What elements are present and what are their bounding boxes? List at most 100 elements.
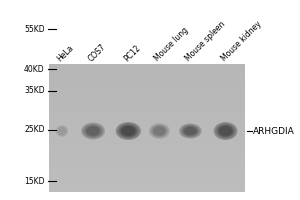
Bar bbox=[49, 86, 245, 88]
Bar bbox=[49, 122, 245, 123]
Bar bbox=[49, 166, 245, 168]
Bar bbox=[49, 99, 245, 101]
Ellipse shape bbox=[121, 126, 135, 136]
Bar bbox=[49, 170, 245, 171]
Bar bbox=[49, 126, 245, 128]
Bar bbox=[49, 157, 245, 158]
Ellipse shape bbox=[151, 124, 168, 138]
Bar bbox=[49, 123, 245, 125]
Text: PC12: PC12 bbox=[122, 43, 142, 63]
Text: 35KD: 35KD bbox=[24, 86, 45, 95]
Bar bbox=[49, 104, 245, 106]
Bar bbox=[49, 70, 245, 72]
Bar bbox=[49, 150, 245, 152]
Bar bbox=[49, 101, 245, 102]
Bar bbox=[49, 160, 245, 162]
Bar bbox=[49, 136, 245, 138]
Bar bbox=[49, 162, 245, 163]
Bar bbox=[49, 93, 245, 94]
Bar bbox=[49, 158, 245, 160]
Bar bbox=[49, 133, 245, 134]
Bar bbox=[49, 91, 245, 93]
Bar bbox=[49, 165, 245, 166]
Bar bbox=[49, 107, 245, 109]
Ellipse shape bbox=[118, 124, 139, 138]
Text: ARHGDIA: ARHGDIA bbox=[253, 127, 295, 136]
Ellipse shape bbox=[219, 126, 232, 136]
Ellipse shape bbox=[82, 123, 104, 139]
Ellipse shape bbox=[149, 123, 170, 139]
Ellipse shape bbox=[86, 126, 100, 136]
Ellipse shape bbox=[58, 127, 66, 135]
Text: 40KD: 40KD bbox=[24, 64, 45, 73]
Bar bbox=[49, 77, 245, 78]
Bar bbox=[49, 120, 245, 122]
Bar bbox=[49, 187, 245, 189]
Bar bbox=[49, 109, 245, 110]
Bar bbox=[49, 171, 245, 173]
Bar bbox=[49, 131, 245, 133]
Bar bbox=[49, 82, 245, 83]
Bar bbox=[49, 114, 245, 115]
Bar bbox=[49, 155, 245, 157]
Bar bbox=[49, 149, 245, 150]
Bar bbox=[49, 83, 245, 85]
Text: 15KD: 15KD bbox=[24, 176, 45, 186]
Bar bbox=[49, 67, 245, 69]
Bar bbox=[49, 64, 245, 192]
Ellipse shape bbox=[117, 123, 140, 139]
Bar bbox=[49, 115, 245, 117]
Bar bbox=[49, 178, 245, 179]
Text: COS7: COS7 bbox=[87, 42, 108, 63]
Ellipse shape bbox=[180, 124, 201, 138]
Bar bbox=[49, 106, 245, 107]
Bar bbox=[49, 174, 245, 176]
Bar bbox=[49, 182, 245, 184]
Bar bbox=[49, 139, 245, 141]
Text: Mouse kidney: Mouse kidney bbox=[219, 19, 263, 63]
Ellipse shape bbox=[183, 126, 197, 136]
Bar bbox=[49, 80, 245, 82]
Bar bbox=[49, 152, 245, 154]
Ellipse shape bbox=[119, 124, 138, 138]
Text: 25KD: 25KD bbox=[24, 126, 45, 134]
Ellipse shape bbox=[181, 125, 200, 137]
Bar bbox=[49, 118, 245, 120]
Ellipse shape bbox=[83, 124, 103, 138]
Bar bbox=[49, 88, 245, 90]
Bar bbox=[49, 176, 245, 178]
Bar bbox=[49, 154, 245, 155]
Text: 55KD: 55KD bbox=[24, 24, 45, 33]
Ellipse shape bbox=[179, 123, 202, 138]
Ellipse shape bbox=[216, 124, 236, 138]
Bar bbox=[49, 130, 245, 131]
Bar bbox=[49, 74, 245, 75]
Ellipse shape bbox=[152, 126, 166, 136]
Bar bbox=[49, 94, 245, 96]
Ellipse shape bbox=[218, 125, 233, 137]
Bar bbox=[49, 128, 245, 130]
Ellipse shape bbox=[56, 126, 68, 136]
Bar bbox=[49, 141, 245, 142]
Bar bbox=[49, 66, 245, 67]
Bar bbox=[49, 112, 245, 114]
Ellipse shape bbox=[214, 122, 238, 140]
Ellipse shape bbox=[215, 123, 236, 139]
Bar bbox=[49, 72, 245, 74]
Bar bbox=[49, 163, 245, 165]
Ellipse shape bbox=[150, 124, 169, 138]
Bar bbox=[49, 98, 245, 99]
Ellipse shape bbox=[120, 125, 136, 137]
Bar bbox=[49, 64, 245, 66]
Bar bbox=[49, 75, 245, 77]
Bar bbox=[49, 142, 245, 144]
Bar bbox=[49, 138, 245, 139]
Bar bbox=[49, 181, 245, 182]
Ellipse shape bbox=[57, 126, 67, 136]
Bar bbox=[49, 144, 245, 146]
Bar bbox=[49, 96, 245, 98]
Ellipse shape bbox=[116, 122, 141, 140]
Bar bbox=[49, 117, 245, 118]
Ellipse shape bbox=[154, 127, 165, 135]
Bar bbox=[49, 146, 245, 147]
